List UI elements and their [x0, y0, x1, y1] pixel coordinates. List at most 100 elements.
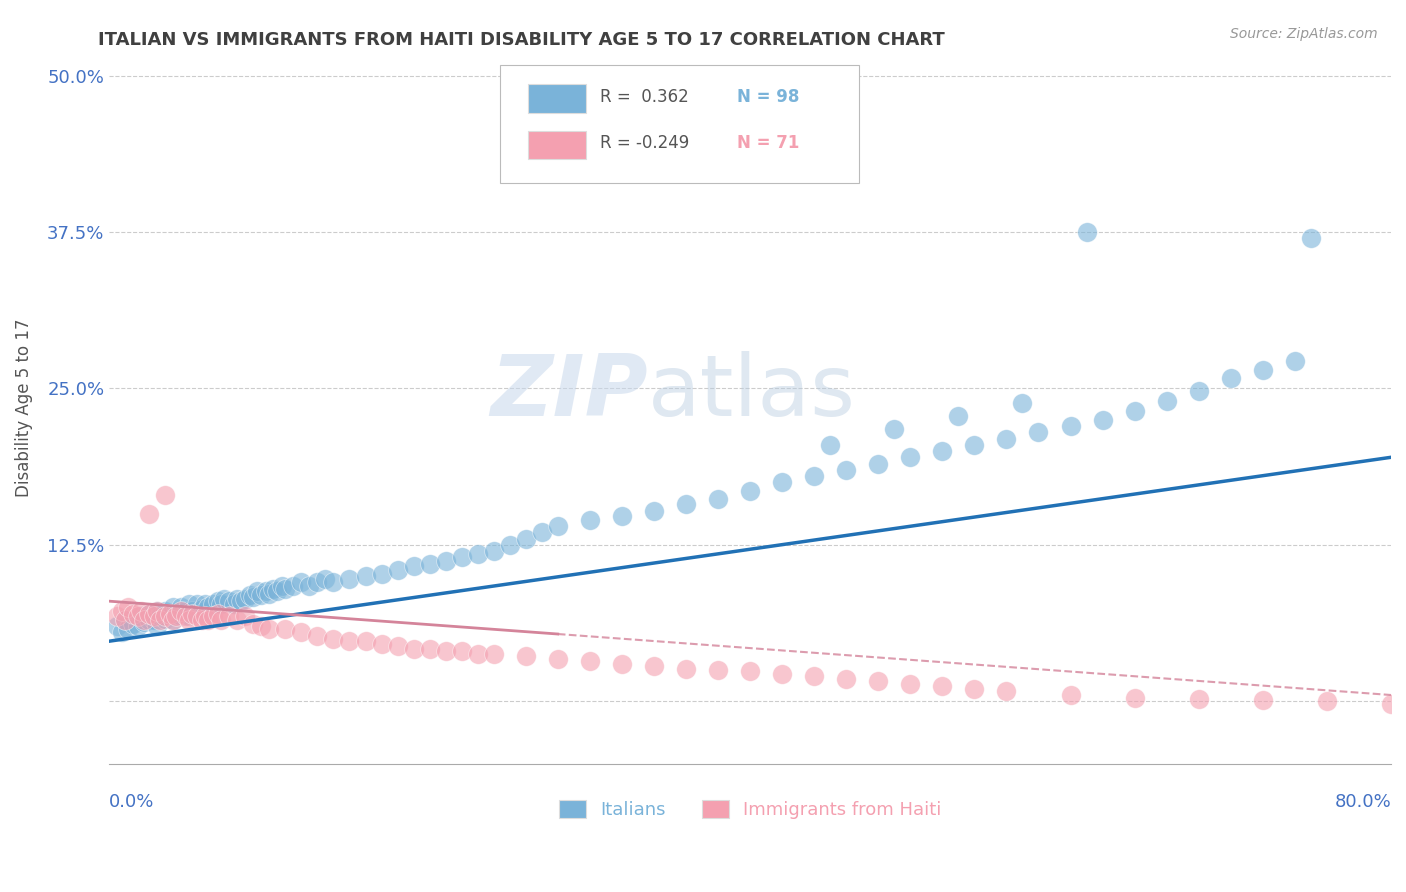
- Point: [803, 469, 825, 483]
- Text: N = 71: N = 71: [737, 135, 800, 153]
- Point: [122, 616, 145, 631]
- Point: [402, 641, 425, 656]
- Point: [770, 475, 793, 490]
- Text: Source: ZipAtlas.com: Source: ZipAtlas.com: [1230, 27, 1378, 41]
- Point: [127, 619, 149, 633]
- Point: [1251, 693, 1274, 707]
- Point: [274, 622, 297, 636]
- Point: [499, 538, 522, 552]
- Point: [242, 591, 264, 605]
- Point: [186, 609, 208, 624]
- Point: [250, 619, 273, 633]
- Point: [155, 488, 177, 502]
- Point: [1379, 697, 1402, 711]
- Point: [387, 639, 409, 653]
- Point: [159, 607, 181, 621]
- Point: [818, 438, 841, 452]
- Point: [354, 569, 377, 583]
- Point: [165, 607, 187, 621]
- Point: [1123, 404, 1146, 418]
- Point: [179, 609, 201, 624]
- Point: [233, 591, 256, 606]
- Point: [675, 497, 697, 511]
- Point: [738, 665, 761, 679]
- Point: [1188, 384, 1211, 398]
- Point: [179, 597, 201, 611]
- Point: [1076, 225, 1098, 239]
- Point: [339, 572, 361, 586]
- Point: [1028, 425, 1050, 440]
- Point: [138, 613, 160, 627]
- Point: [450, 644, 472, 658]
- Point: [194, 604, 217, 618]
- Point: [207, 594, 229, 608]
- Point: [194, 597, 217, 611]
- Point: [1059, 688, 1081, 702]
- Point: [111, 625, 134, 640]
- Point: [434, 644, 457, 658]
- Point: [370, 637, 392, 651]
- Point: [229, 594, 252, 608]
- Point: [307, 629, 329, 643]
- Point: [283, 579, 305, 593]
- Point: [162, 613, 184, 627]
- Point: [214, 591, 236, 606]
- Point: [117, 600, 139, 615]
- Point: [134, 613, 156, 627]
- Point: [1123, 690, 1146, 705]
- Point: [322, 575, 344, 590]
- Point: [143, 613, 166, 627]
- Point: [963, 438, 986, 452]
- Point: [197, 613, 219, 627]
- Point: [146, 619, 169, 633]
- Point: [515, 649, 537, 664]
- Point: [250, 588, 273, 602]
- Point: [271, 579, 294, 593]
- Point: [111, 604, 134, 618]
- Point: [138, 607, 160, 621]
- Point: [129, 609, 152, 624]
- Point: [194, 609, 217, 624]
- Point: [202, 609, 225, 624]
- Point: [643, 504, 665, 518]
- Point: [207, 607, 229, 621]
- Point: [868, 674, 890, 689]
- Point: [995, 684, 1018, 698]
- Point: [170, 609, 193, 624]
- Point: [770, 150, 793, 164]
- Point: [1219, 371, 1241, 385]
- Point: [114, 613, 136, 627]
- Point: [209, 597, 232, 611]
- Point: [963, 681, 986, 696]
- Point: [643, 659, 665, 673]
- Point: [450, 550, 472, 565]
- Point: [186, 597, 208, 611]
- Point: [298, 579, 321, 593]
- Point: [1156, 394, 1178, 409]
- Text: 80.0%: 80.0%: [1334, 793, 1391, 811]
- Point: [143, 609, 166, 624]
- Point: [181, 607, 204, 621]
- Point: [579, 513, 602, 527]
- Point: [170, 604, 193, 618]
- Point: [1059, 419, 1081, 434]
- Point: [995, 432, 1018, 446]
- Point: [354, 634, 377, 648]
- Point: [467, 547, 489, 561]
- Text: R = -0.249: R = -0.249: [600, 135, 689, 153]
- Point: [898, 450, 921, 465]
- Point: [1011, 396, 1033, 410]
- Point: [274, 582, 297, 596]
- Point: [170, 600, 193, 615]
- Point: [266, 584, 288, 599]
- Y-axis label: Disability Age 5 to 17: Disability Age 5 to 17: [15, 318, 32, 497]
- Point: [242, 616, 264, 631]
- Point: [218, 594, 240, 608]
- Point: [174, 604, 197, 618]
- Point: [149, 609, 172, 624]
- Point: [515, 532, 537, 546]
- Point: [226, 613, 249, 627]
- Point: [105, 609, 128, 624]
- Point: [610, 657, 633, 671]
- Point: [1316, 694, 1339, 708]
